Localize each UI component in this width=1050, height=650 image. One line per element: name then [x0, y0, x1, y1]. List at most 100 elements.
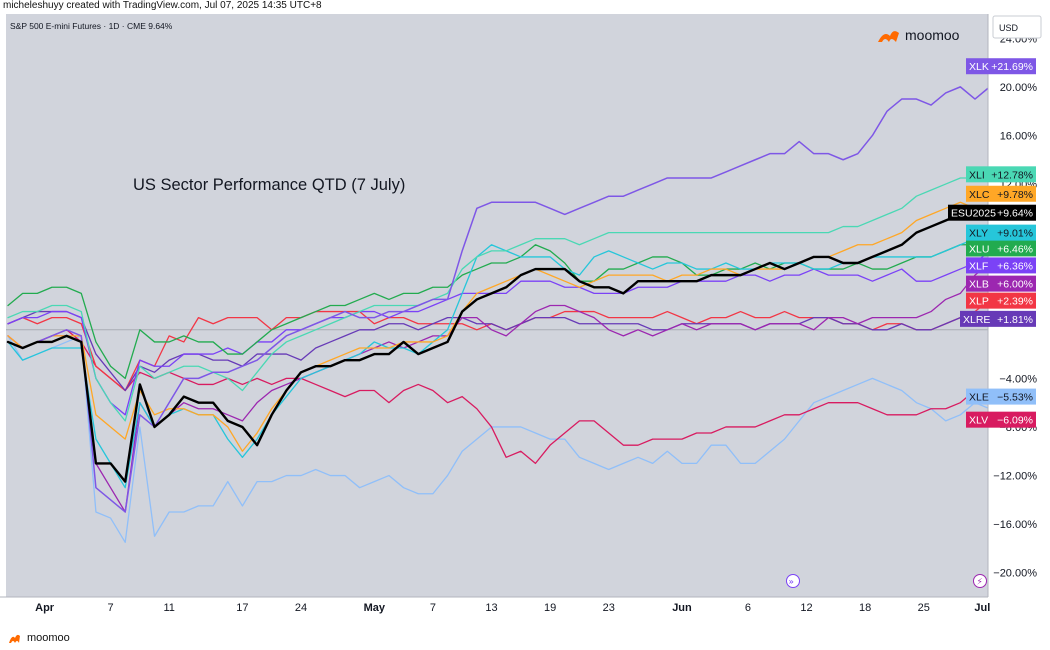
series-badge-xly: XLY +9.01%: [966, 224, 1036, 241]
time-axis[interactable]: [0, 597, 1050, 621]
x-tick-label: 12: [800, 602, 812, 614]
x-tick-label: 23: [603, 602, 615, 614]
series-badge-name: XLRE: [963, 314, 990, 326]
series-badge-value: −5.53%: [997, 392, 1033, 404]
series-badge-value: +9.78%: [997, 189, 1033, 201]
series-badge-name: XLE: [969, 392, 989, 404]
series-line-xle[interactable]: [7, 335, 1005, 543]
series-badge-xlv: XLV −6.09%: [966, 411, 1036, 428]
moomoo-logo-text: moomoo: [905, 27, 960, 43]
series-badge-value: +9.01%: [997, 228, 1033, 240]
series-badge-bg: [966, 185, 1036, 202]
series-badge-name: ESU2025: [951, 208, 996, 220]
series-badge-name: XLK: [969, 61, 989, 73]
series-badge-name: XLP: [969, 296, 989, 308]
series-layer: [6, 65, 1006, 543]
x-tick-label: 19: [544, 602, 556, 614]
series-badge-bg: [966, 224, 1036, 241]
series-line-xlb[interactable]: [7, 256, 1005, 513]
series-line-xlv[interactable]: [7, 329, 1005, 465]
series-badge-value: +6.46%: [997, 243, 1033, 255]
y-tick-label: 20.00%: [1000, 82, 1038, 94]
footer-brand: moomoo: [8, 631, 70, 645]
svg-text:⚡: ⚡: [977, 578, 983, 588]
series-line-xli[interactable]: [7, 173, 1005, 422]
x-tick-label: 11: [163, 602, 174, 614]
currency-label: USD: [999, 23, 1019, 33]
series-badge-value: +9.64%: [997, 208, 1033, 220]
symbol-info: S&P 500 E-mini Futures · 1D · CME 9.64%: [10, 21, 173, 31]
x-tick-label: 24: [295, 602, 307, 614]
series-badge-xlre: XLRE +1.81%: [960, 310, 1036, 327]
chart-title: US Sector Performance QTD (7 July): [133, 176, 405, 194]
series-badge-bg: [966, 292, 1036, 309]
lightning-icon[interactable]: ⚡: [973, 574, 987, 588]
series-badge-xlf: XLF +6.36%: [966, 257, 1036, 274]
currency-box[interactable]: [992, 15, 1042, 39]
series-line-xlre[interactable]: [7, 307, 1005, 392]
forward-icon[interactable]: »: [786, 574, 800, 588]
series-badge-name: XLY: [969, 228, 988, 240]
series-badge-name: XLU: [969, 243, 989, 255]
series-badge-esu2025: ESU2025 +9.64%: [948, 204, 1036, 221]
series-badge-bg: [966, 240, 1036, 257]
y-tick-label: −4.00%: [999, 373, 1037, 385]
series-badge-value: +1.81%: [997, 314, 1033, 326]
x-tick-label: 13: [485, 602, 497, 614]
moomoo-logo: moomoo: [878, 27, 960, 43]
series-badge-xle: XLE −5.53%: [966, 388, 1036, 405]
x-tick-label: 17: [236, 602, 248, 614]
series-badge-bg: [966, 388, 1036, 405]
x-tick-label: 7: [430, 602, 436, 614]
series-line-xlk[interactable]: [7, 65, 1006, 513]
y-tick-label: 16.00%: [1000, 130, 1038, 142]
series-labels: XLE −5.53% XLV −6.09% XLP +2.39% XLRE +1.81% XLB…: [948, 58, 1036, 428]
x-tick-label: Jun: [672, 602, 692, 614]
series-badge-value: +6.36%: [997, 260, 1033, 272]
x-tick-label: 18: [859, 602, 871, 614]
series-badge-name: XLF: [969, 260, 988, 272]
series-badge-value: −6.09%: [997, 415, 1033, 427]
series-badge-bg: [966, 275, 1036, 292]
x-axis-labels: Apr 7 11 17 24 May 7 13 19 23 Jun 6 12 18 25 Jul: [35, 602, 990, 614]
series-badge-bg: [966, 257, 1036, 274]
series-badge-bg: [966, 58, 1036, 75]
series-badge-value: +12.78%: [991, 169, 1033, 181]
series-line-esu2025[interactable]: [6, 211, 1006, 483]
series-badge-xlc: XLC +9.78%: [966, 185, 1036, 202]
x-tick-label: Jul: [974, 602, 990, 614]
x-tick-label: 6: [745, 602, 751, 614]
y-tick-label: −20.00%: [993, 568, 1037, 580]
series-badge-bg: [960, 310, 1036, 327]
x-tick-label: May: [364, 602, 386, 614]
x-tick-label: 25: [918, 602, 930, 614]
moomoo-footer-icon: [9, 634, 20, 643]
moomoo-logo-mark: [878, 31, 899, 42]
footer-brand-text: moomoo: [27, 632, 70, 644]
series-badge-value: +6.00%: [997, 279, 1033, 291]
y-tick-label: −16.00%: [993, 519, 1037, 531]
series-badge-bg: [948, 204, 1036, 221]
series-badge-name: XLB: [969, 279, 989, 291]
series-badge-value: +21.69%: [991, 61, 1033, 73]
plot-area[interactable]: [6, 14, 988, 597]
y-tick-label: −12.00%: [993, 471, 1037, 483]
series-badge-xlb: XLB +6.00%: [966, 275, 1036, 292]
x-tick-label: 7: [107, 602, 113, 614]
series-badge-bg: [966, 166, 1036, 183]
series-badge-bg: [966, 411, 1036, 428]
series-badge-xlu: XLU +6.46%: [966, 240, 1036, 257]
attribution-text: micheleshuyy created with TradingView.co…: [3, 0, 322, 11]
series-line-xlu[interactable]: [7, 244, 1005, 380]
attribution-bar: micheleshuyy created with TradingView.co…: [0, 0, 1050, 12]
series-badge-xli: XLI +12.78%: [966, 166, 1036, 183]
series-badge-xlk: XLK +21.69%: [966, 58, 1036, 75]
series-line-xlf[interactable]: [7, 250, 1005, 416]
series-badge-name: XLC: [969, 189, 990, 201]
x-tick-label: Apr: [35, 602, 55, 614]
series-badge-name: XLI: [969, 169, 985, 181]
series-badge-xlp: XLP +2.39%: [966, 292, 1036, 309]
series-badge-name: XLV: [969, 415, 988, 427]
series-badge-value: +2.39%: [997, 296, 1033, 308]
